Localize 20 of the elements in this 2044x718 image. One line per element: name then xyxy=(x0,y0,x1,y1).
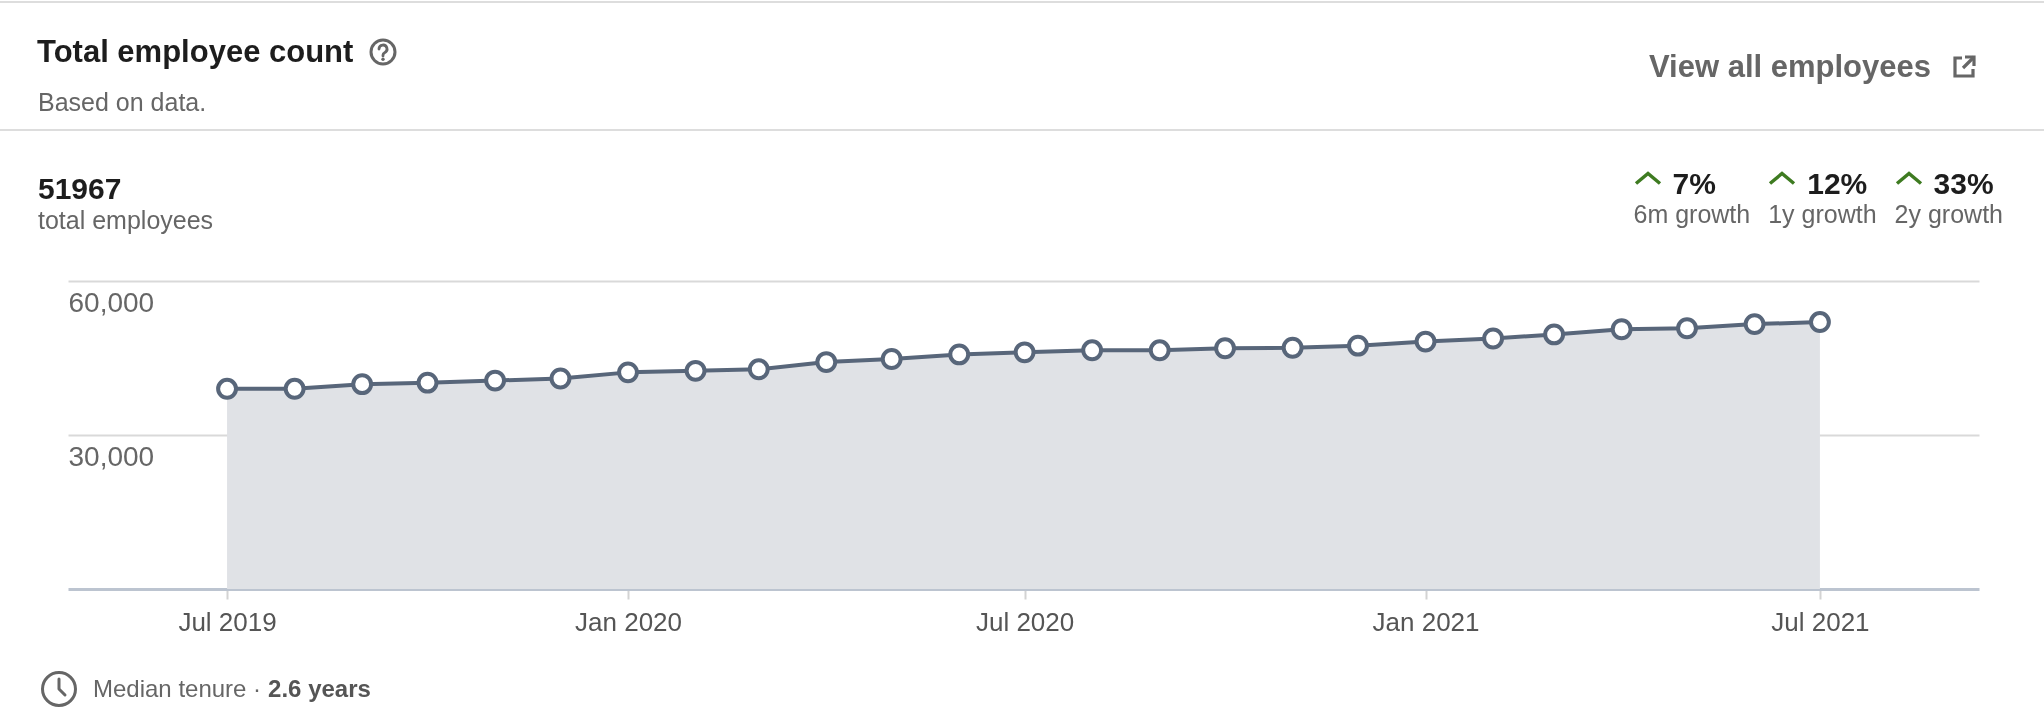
text: total employees xyxy=(38,206,214,234)
x-tick-label: Jul 2020 xyxy=(975,606,1075,637)
x-tick-label: Jul 2021 xyxy=(1771,606,1870,637)
x-tick-label: Jan 2021 xyxy=(1372,606,1480,637)
text: 6m growth xyxy=(1633,200,1751,228)
text: 51967 xyxy=(38,172,122,205)
text: View all employees xyxy=(1648,49,1931,84)
y-tick-label: 60,000 xyxy=(68,286,155,318)
text: 2y growth xyxy=(1894,200,2003,228)
chart-subtitle: Based on data. xyxy=(38,88,207,116)
text: 12% xyxy=(1807,167,1868,200)
text: 1y growth xyxy=(1768,200,1877,228)
x-tick-label: Jul 2019 xyxy=(178,606,277,637)
text: Median tenure · xyxy=(93,675,262,703)
y-tick-label: 30,000 xyxy=(68,440,155,472)
text: 7% xyxy=(1672,167,1716,200)
x-tick-label: Jan 2020 xyxy=(575,606,682,637)
text: 2.6 years xyxy=(268,675,371,703)
chart-title: Total employee count xyxy=(37,34,354,69)
text: 33% xyxy=(1933,167,1994,200)
